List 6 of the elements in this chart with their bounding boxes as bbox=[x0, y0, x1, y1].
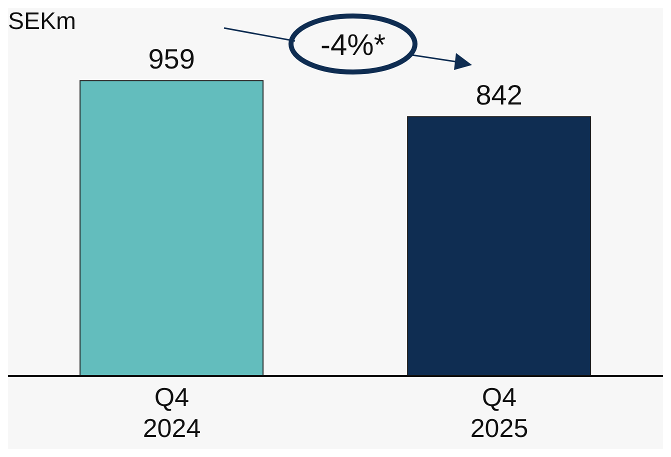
data-label: 959 bbox=[148, 44, 195, 75]
y-axis-title: SEKm bbox=[8, 8, 76, 36]
x-tick-label: Q4 2025 bbox=[470, 382, 528, 443]
data-label: 842 bbox=[476, 80, 522, 111]
x-tick-label: Q4 2024 bbox=[142, 382, 201, 443]
text: -4%* bbox=[320, 29, 386, 62]
